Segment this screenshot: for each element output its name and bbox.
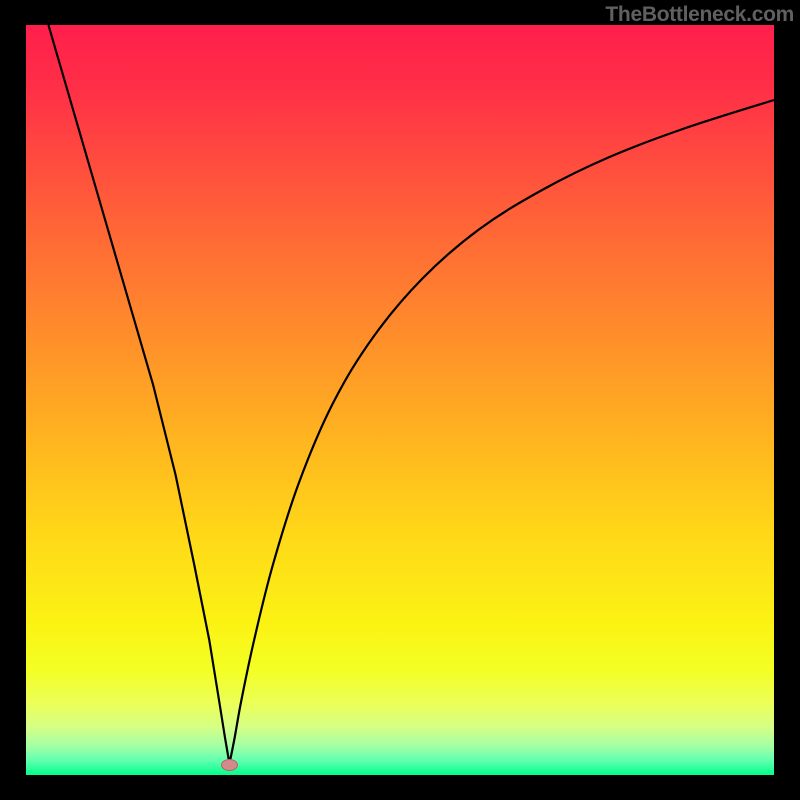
plot-area	[26, 25, 774, 775]
watermark-text: TheBottleneck.com	[605, 3, 794, 27]
optimal-marker	[221, 759, 238, 771]
chart-frame: TheBottleneck.com	[0, 0, 800, 800]
gradient-background	[26, 25, 774, 775]
